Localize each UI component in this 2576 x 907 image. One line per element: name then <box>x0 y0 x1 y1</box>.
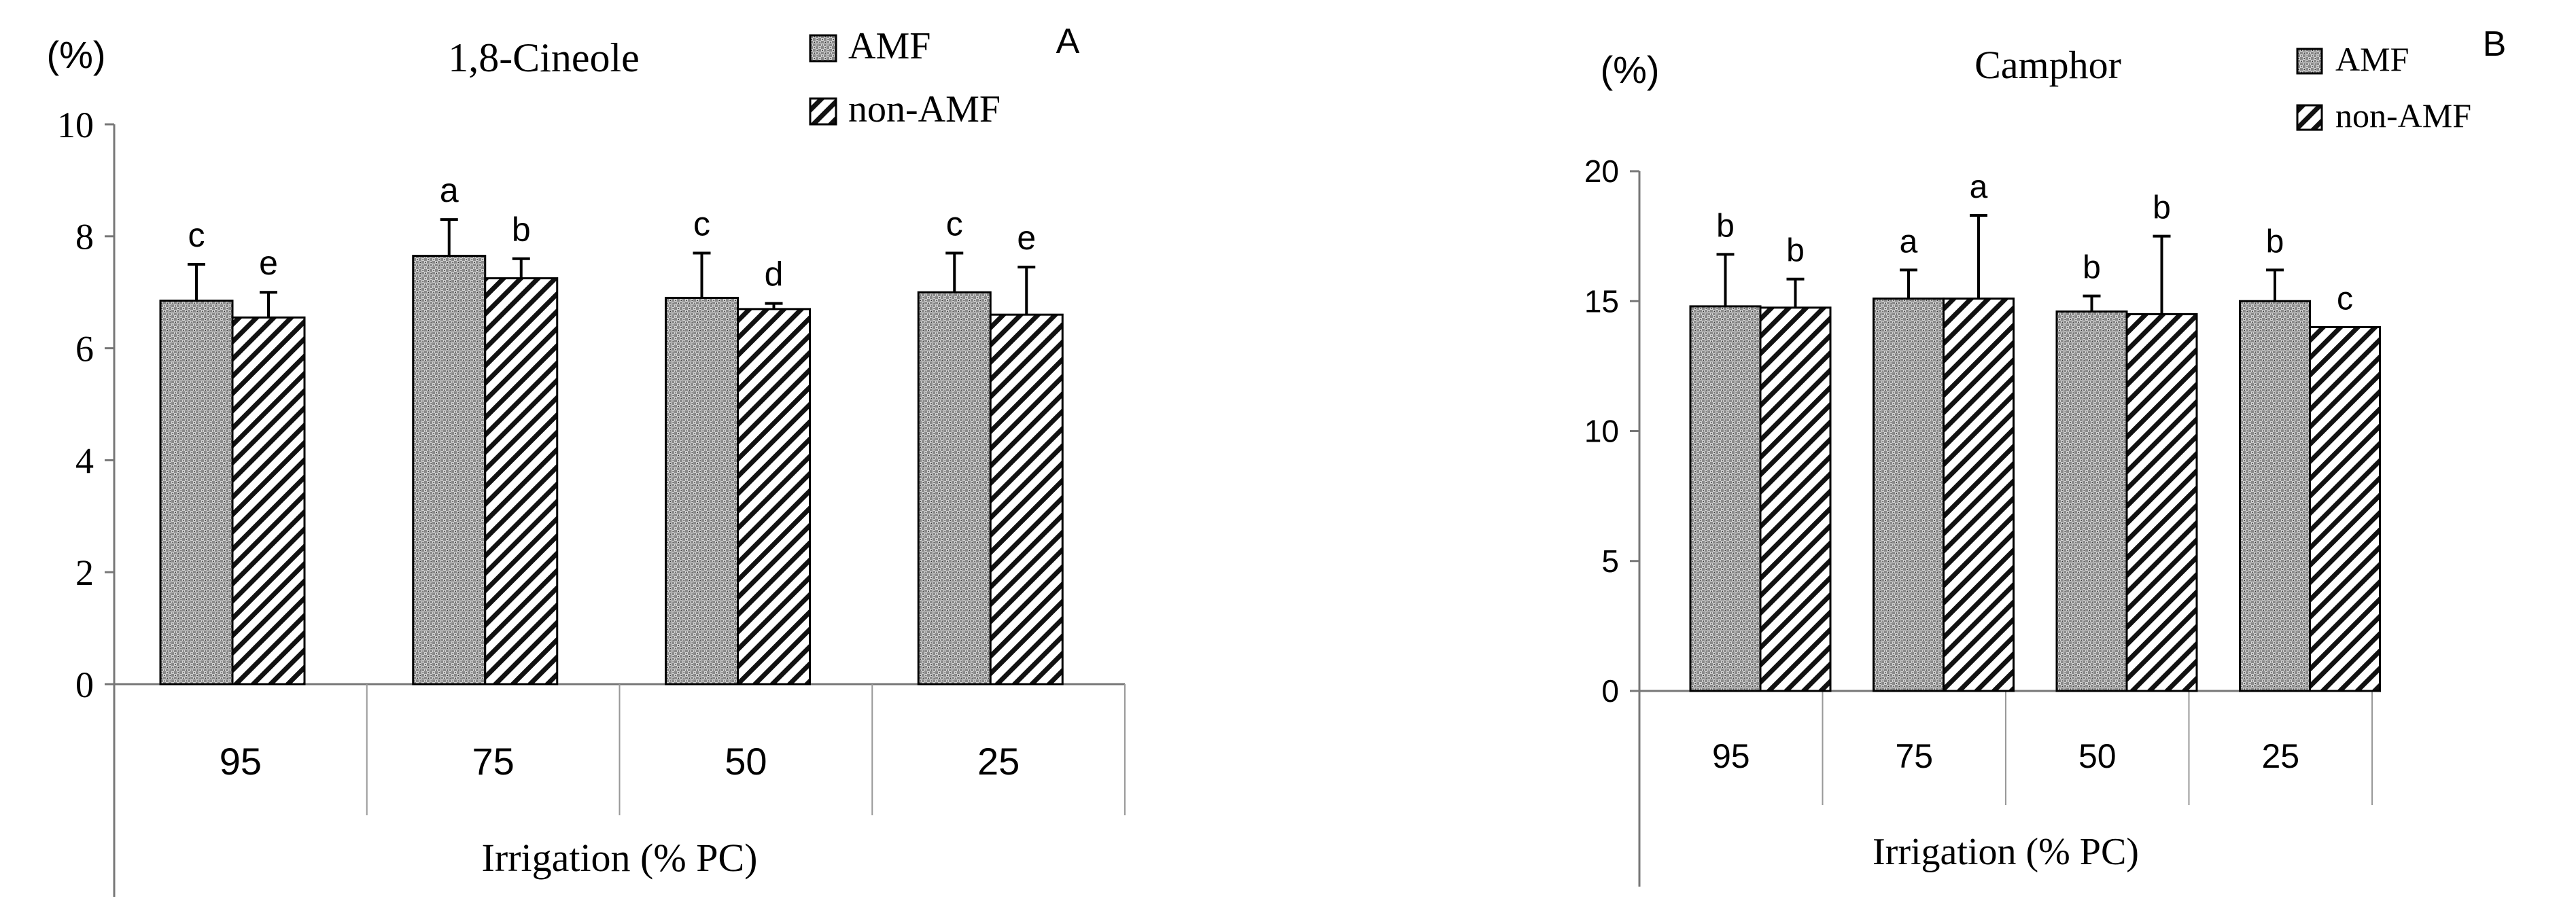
bar-non-amf-50 <box>737 308 811 686</box>
significance-letter: e <box>1017 219 1036 257</box>
legend-swatch-amf <box>809 34 837 63</box>
bar-non-amf-95 <box>1759 306 1832 692</box>
bar-amf-50 <box>2055 310 2128 692</box>
bar-amf-25 <box>2239 300 2311 692</box>
significance-letter: b <box>2266 224 2284 260</box>
significance-letter: a <box>1900 224 1918 260</box>
bar-amf-75 <box>412 255 487 686</box>
panel-a: 0 2 4 6 8 10 (%) 1,8-Cineole A AMF non-AMF c e 95 a b 75… <box>46 22 1126 897</box>
legend-label-non-amf: non-AMF <box>848 88 1000 130</box>
bar-non-amf-25 <box>2309 326 2381 692</box>
legend-label-amf: AMF <box>848 25 930 67</box>
legend-swatch-non-amf <box>809 97 837 126</box>
x-category-label: 25 <box>977 740 1020 783</box>
x-axis-title: Irrigation (% PC) <box>482 836 758 880</box>
chart-title: 1,8-Cineole <box>448 35 640 80</box>
bar-amf-50 <box>665 296 739 686</box>
significance-letter: b <box>2153 190 2171 226</box>
bar-non-amf-50 <box>2125 313 2198 692</box>
panel-b: 0 5 10 15 20 (%) Camphor B AMF non-AMF b b 95 a a 75 b b 5… <box>1584 24 2507 887</box>
significance-letter: b <box>1716 208 1735 244</box>
chart-title: Camphor <box>1974 43 2121 87</box>
significance-letter: b <box>2083 250 2101 286</box>
significance-letter: e <box>259 244 278 282</box>
y-tick-label: 10 <box>1584 414 1619 449</box>
significance-letter: c <box>946 205 963 243</box>
significance-letter: c <box>188 216 205 254</box>
bar-non-amf-95 <box>231 316 306 686</box>
y-tick-label: 5 <box>1601 544 1619 579</box>
y-tick-label: 0 <box>1601 673 1619 709</box>
y-tick-label: 20 <box>1584 154 1619 189</box>
y-unit-label: (%) <box>1600 48 1659 91</box>
legend-label-non-amf: non-AMF <box>2335 96 2471 135</box>
panel-label: B <box>2483 24 2507 64</box>
y-unit-label: (%) <box>46 33 105 76</box>
x-category-label: 75 <box>1895 737 1933 775</box>
y-tick-label: 4 <box>75 440 94 481</box>
bar-amf-95 <box>159 300 234 686</box>
panel-label: A <box>1056 22 1080 61</box>
legend-swatch-non-amf <box>2296 104 2323 131</box>
y-tick-label: 6 <box>75 329 94 370</box>
significance-letter: c <box>2337 281 2353 317</box>
x-category-label: 25 <box>2261 737 2299 775</box>
x-category-label: 75 <box>472 740 514 783</box>
significance-letter: b <box>512 211 531 249</box>
bar-amf-95 <box>1689 305 1762 692</box>
significance-letter: c <box>693 205 710 243</box>
x-axis-title: Irrigation (% PC) <box>1873 831 2139 873</box>
y-tick-label: 15 <box>1584 283 1619 319</box>
significance-letter: a <box>440 171 459 209</box>
x-category-label: 95 <box>1712 737 1750 775</box>
x-category-label: 95 <box>220 740 262 783</box>
bar-amf-75 <box>1873 297 1945 692</box>
bar-non-amf-75 <box>1943 297 2015 692</box>
y-tick-label: 8 <box>75 217 94 257</box>
y-tick-label: 10 <box>57 105 94 145</box>
significance-letter: a <box>1970 169 1988 205</box>
bar-non-amf-75 <box>484 277 559 686</box>
x-category-label: 50 <box>2078 737 2117 775</box>
legend-label-amf: AMF <box>2335 40 2409 78</box>
y-tick-label: 0 <box>75 664 94 705</box>
bar-amf-25 <box>917 291 992 686</box>
bar-non-amf-25 <box>989 313 1064 686</box>
y-tick-label: 2 <box>75 552 94 593</box>
x-category-label: 50 <box>725 740 767 783</box>
legend-swatch-amf <box>2296 48 2323 75</box>
significance-letter: b <box>1786 233 1805 269</box>
significance-letter: d <box>765 255 784 294</box>
